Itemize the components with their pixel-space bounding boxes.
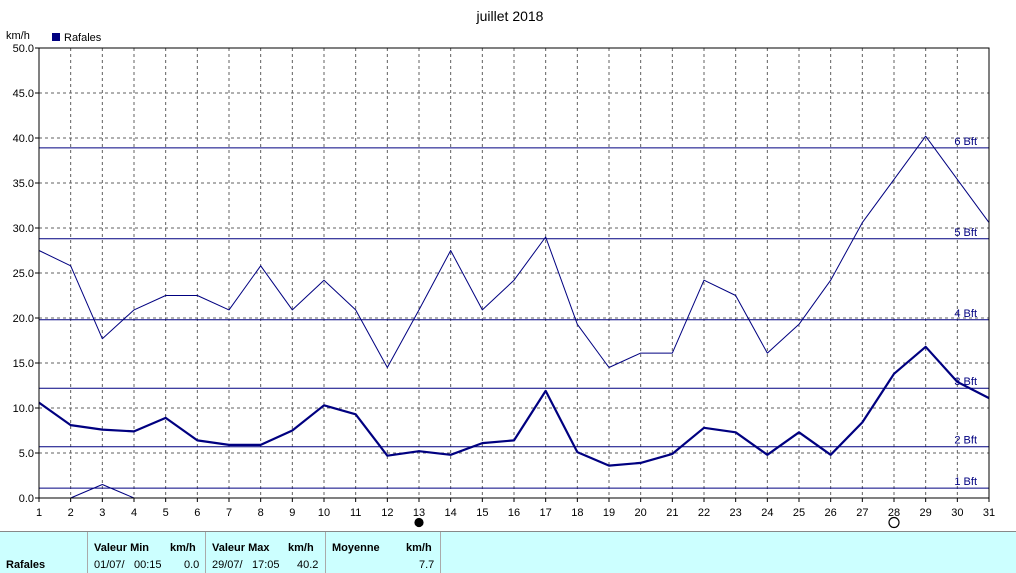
- y-tick-label: 40.0: [13, 133, 34, 145]
- grid: [39, 48, 989, 498]
- x-tick-label: 15: [476, 507, 488, 519]
- stats-max-header: Valeur Max: [212, 542, 270, 554]
- stats-empty-cell: [440, 532, 1016, 573]
- series-line: [38, 345, 990, 467]
- legend-label: Rafales: [64, 32, 102, 44]
- stats-row-label: Rafales: [6, 559, 46, 571]
- stats-min-date: 01/07/: [94, 559, 125, 571]
- x-tick-label: 1: [36, 507, 42, 519]
- legend-swatch: [52, 33, 60, 41]
- x-tick-label: 7: [226, 507, 232, 519]
- stats-avg-unit: km/h: [406, 542, 432, 554]
- y-tick-label: 10.0: [13, 403, 34, 415]
- y-tick-label: 25.0: [13, 268, 34, 280]
- x-tick-label: 8: [258, 507, 264, 519]
- chart: juillet 2018 km/h Rafales 1 Bft 2 Bft 3 Bf…: [6, 8, 995, 529]
- stats-min-time: 00:15: [134, 559, 162, 571]
- stats-avg-header: Moyenne: [332, 542, 380, 554]
- x-tick-label: 6: [194, 507, 200, 519]
- x-tick-label: 29: [920, 507, 932, 519]
- x-tick-label: 25: [793, 507, 805, 519]
- x-tick-label: 2: [68, 507, 74, 519]
- y-tick-label: 5.0: [19, 448, 34, 460]
- x-tick-label: 24: [761, 507, 773, 519]
- beaufort-label: 2 Bft: [954, 435, 977, 447]
- stats-min-header: Valeur Min: [94, 542, 150, 554]
- y-tick-label: 30.0: [13, 223, 34, 235]
- beaufort-lines: 1 Bft 2 Bft 3 Bft 4 Bft 5 Bft 6 Bft: [39, 136, 989, 489]
- stats-avg-cell: Moyenne km/h 7.7: [325, 532, 441, 573]
- x-tick-label: 26: [825, 507, 837, 519]
- beaufort-label: 6 Bft: [954, 136, 977, 148]
- x-tick-label: 20: [635, 507, 647, 519]
- x-tick-label: 22: [698, 507, 710, 519]
- y-tick-label: 0.0: [19, 493, 34, 505]
- stats-max-date: 29/07/: [212, 559, 243, 571]
- x-tick-label: 23: [730, 507, 742, 519]
- plot-frame: [38, 47, 990, 499]
- stats-max-cell: Valeur Max km/h 29/07/ 17:05 40.2: [205, 532, 326, 573]
- axes: 1 2 3 4 5 6 7 8 9 10 11 12 13 14 15 16 17 18 19 20 21 22 23 24 2…: [13, 43, 995, 529]
- series-line: [38, 135, 990, 368]
- series-line: [70, 484, 135, 499]
- stats-min-unit: km/h: [170, 542, 196, 554]
- y-tick-label: 35.0: [13, 178, 34, 190]
- beaufort-label: 3 Bft: [954, 376, 977, 388]
- stats-max-value: 40.2: [297, 559, 319, 571]
- stats-avg-value: 7.7: [419, 559, 435, 571]
- x-tick-label: 27: [856, 507, 868, 519]
- stats-max-time: 17:05: [252, 559, 280, 571]
- x-tick-label: 10: [318, 507, 330, 519]
- full-moon-icon: [888, 516, 900, 529]
- x-tick-label: 30: [951, 507, 963, 519]
- x-tick-label: 3: [99, 507, 105, 519]
- x-tick-label: 18: [571, 507, 583, 519]
- x-tick-label: 14: [445, 507, 457, 519]
- x-tick-label: 17: [540, 507, 552, 519]
- x-tick-label: 11: [350, 507, 361, 519]
- y-tick-label: 50.0: [13, 43, 34, 55]
- x-tick-label: 12: [381, 507, 393, 519]
- x-tick-label: 13: [413, 507, 425, 519]
- x-tick-label: 28: [888, 507, 900, 519]
- x-tick-label: 19: [603, 507, 615, 519]
- y-tick-label: 15.0: [13, 358, 34, 370]
- x-tick-label: 16: [508, 507, 520, 519]
- x-tick-label: 21: [666, 507, 678, 519]
- beaufort-label: 1 Bft: [954, 476, 977, 488]
- x-tick-label: 9: [289, 507, 295, 519]
- beaufort-label: 4 Bft: [954, 308, 977, 320]
- beaufort-label: 5 Bft: [954, 227, 977, 239]
- y-tick-label: 45.0: [13, 88, 34, 100]
- stats-min-cell: Valeur Min km/h 01/07/ 00:15 0.0: [87, 532, 206, 573]
- stats-max-unit: km/h: [288, 542, 314, 554]
- x-tick-label: 5: [163, 507, 169, 519]
- x-tick-label: 31: [983, 507, 995, 519]
- y-tick-label: 20.0: [13, 313, 34, 325]
- series-lines: [38, 135, 990, 499]
- stats-min-value: 0.0: [184, 559, 200, 571]
- y-axis-label: km/h: [6, 30, 30, 42]
- chart-title: juillet 2018: [476, 8, 544, 24]
- new-moon-icon: [414, 517, 424, 528]
- x-tick-label: 4: [131, 507, 137, 519]
- stats-bar: Rafales Valeur Min km/h 01/07/ 00:15 0.0…: [0, 531, 1016, 573]
